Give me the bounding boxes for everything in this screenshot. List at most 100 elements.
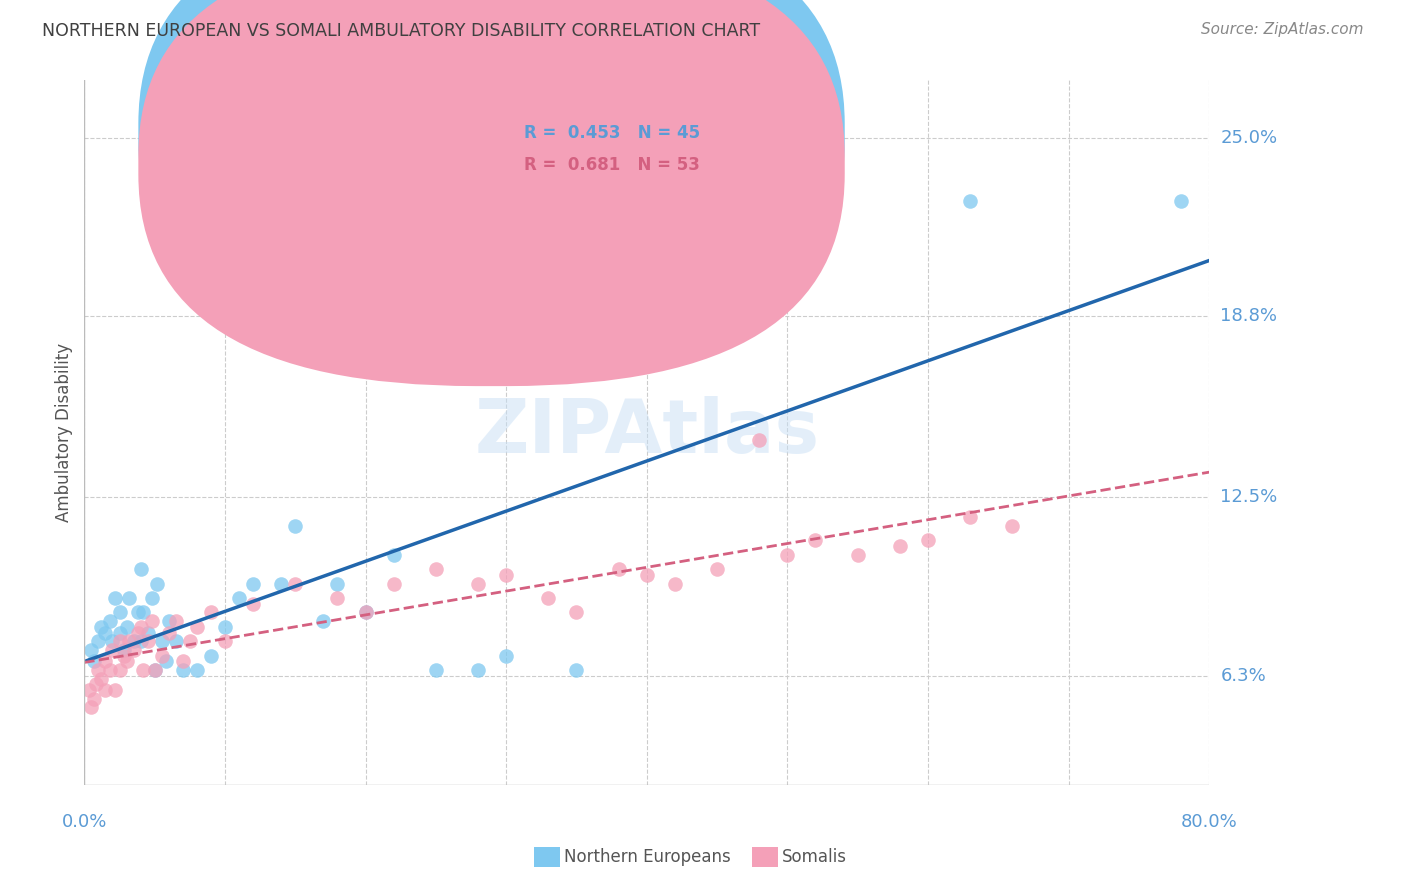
Point xyxy=(87,663,110,677)
Point xyxy=(636,568,658,582)
Point xyxy=(108,634,131,648)
Point xyxy=(77,683,100,698)
Point xyxy=(354,606,377,620)
Point xyxy=(141,614,163,628)
Point xyxy=(804,533,827,548)
Point xyxy=(129,562,152,576)
Point xyxy=(136,625,159,640)
Point xyxy=(425,663,447,677)
Point xyxy=(157,614,180,628)
Text: ZIPAtlas: ZIPAtlas xyxy=(474,396,820,469)
Point xyxy=(214,620,236,634)
Point xyxy=(748,433,770,447)
Point xyxy=(90,620,112,634)
Point xyxy=(495,568,517,582)
Point xyxy=(129,634,152,648)
Point xyxy=(200,648,222,663)
Point xyxy=(467,663,489,677)
Point xyxy=(122,634,145,648)
Point xyxy=(94,625,117,640)
Point xyxy=(118,634,141,648)
Point xyxy=(157,625,180,640)
Point xyxy=(127,625,149,640)
Point xyxy=(127,606,149,620)
Point xyxy=(537,591,560,605)
Point xyxy=(172,654,194,668)
Point xyxy=(228,591,250,605)
Point xyxy=(959,510,981,524)
Point xyxy=(165,614,187,628)
Point xyxy=(101,634,124,648)
Point xyxy=(242,597,264,611)
Point xyxy=(326,576,349,591)
FancyBboxPatch shape xyxy=(444,95,759,203)
Point xyxy=(101,642,124,657)
Text: R =  0.681   N = 53: R = 0.681 N = 53 xyxy=(524,156,700,174)
Point xyxy=(80,700,103,714)
Point xyxy=(115,654,138,668)
Point xyxy=(112,642,135,657)
Point xyxy=(607,562,630,576)
Point xyxy=(467,576,489,591)
Point xyxy=(94,683,117,698)
Text: Northern Europeans: Northern Europeans xyxy=(564,848,731,866)
Point xyxy=(122,642,145,657)
Point xyxy=(98,614,121,628)
Point xyxy=(108,663,131,677)
Point xyxy=(146,576,169,591)
Point xyxy=(94,654,117,668)
Point xyxy=(326,591,349,605)
Point xyxy=(83,691,105,706)
Point xyxy=(354,606,377,620)
Point xyxy=(118,591,141,605)
Point xyxy=(104,591,127,605)
Point xyxy=(129,620,152,634)
Point xyxy=(565,663,588,677)
Point xyxy=(98,663,121,677)
Text: 0.0%: 0.0% xyxy=(62,814,107,831)
Point xyxy=(200,606,222,620)
FancyBboxPatch shape xyxy=(138,0,845,354)
Point xyxy=(143,663,166,677)
Text: Source: ZipAtlas.com: Source: ZipAtlas.com xyxy=(1201,22,1364,37)
Point xyxy=(242,576,264,591)
Point xyxy=(846,548,869,562)
Point xyxy=(165,634,187,648)
Text: 6.3%: 6.3% xyxy=(1220,666,1265,685)
Point xyxy=(108,606,131,620)
Point xyxy=(664,576,686,591)
Text: 80.0%: 80.0% xyxy=(1181,814,1237,831)
Point xyxy=(214,634,236,648)
Point xyxy=(889,539,911,553)
Point xyxy=(104,683,127,698)
Point xyxy=(150,634,173,648)
Point xyxy=(136,634,159,648)
Y-axis label: Ambulatory Disability: Ambulatory Disability xyxy=(55,343,73,522)
Point xyxy=(80,642,103,657)
Point xyxy=(179,634,201,648)
Point xyxy=(495,648,517,663)
Point xyxy=(565,606,588,620)
Point xyxy=(312,614,335,628)
Point xyxy=(115,620,138,634)
Point xyxy=(284,519,307,533)
Point xyxy=(172,663,194,677)
Point xyxy=(186,620,208,634)
Point xyxy=(84,677,107,691)
Point xyxy=(776,548,799,562)
Text: Somalis: Somalis xyxy=(782,848,846,866)
Point xyxy=(132,606,155,620)
Point xyxy=(90,672,112,686)
Point xyxy=(1170,194,1192,208)
Point xyxy=(87,634,110,648)
Point xyxy=(83,654,105,668)
Point xyxy=(425,562,447,576)
Point xyxy=(141,591,163,605)
Text: R =  0.453   N = 45: R = 0.453 N = 45 xyxy=(524,124,700,142)
Point xyxy=(132,663,155,677)
Point xyxy=(112,648,135,663)
Point xyxy=(108,625,131,640)
Point xyxy=(150,648,173,663)
Point xyxy=(917,533,939,548)
Text: 18.8%: 18.8% xyxy=(1220,307,1277,325)
